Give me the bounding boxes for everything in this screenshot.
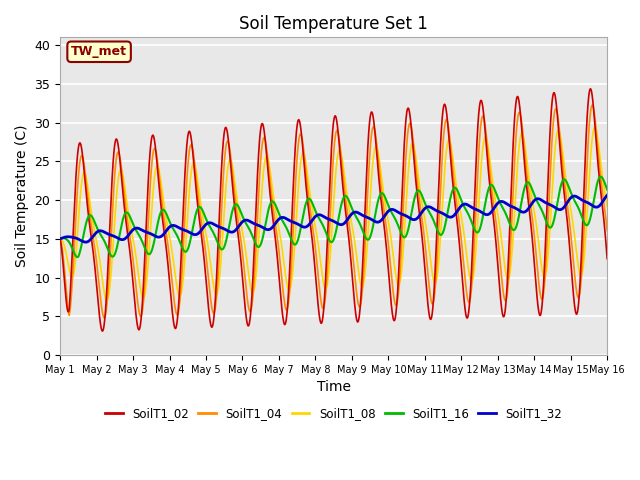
Legend: SoilT1_02, SoilT1_04, SoilT1_08, SoilT1_16, SoilT1_32: SoilT1_02, SoilT1_04, SoilT1_08, SoilT1_… xyxy=(100,402,567,425)
Text: TW_met: TW_met xyxy=(71,45,127,58)
X-axis label: Time: Time xyxy=(317,380,351,394)
Title: Soil Temperature Set 1: Soil Temperature Set 1 xyxy=(239,15,428,33)
Y-axis label: Soil Temperature (C): Soil Temperature (C) xyxy=(15,125,29,267)
